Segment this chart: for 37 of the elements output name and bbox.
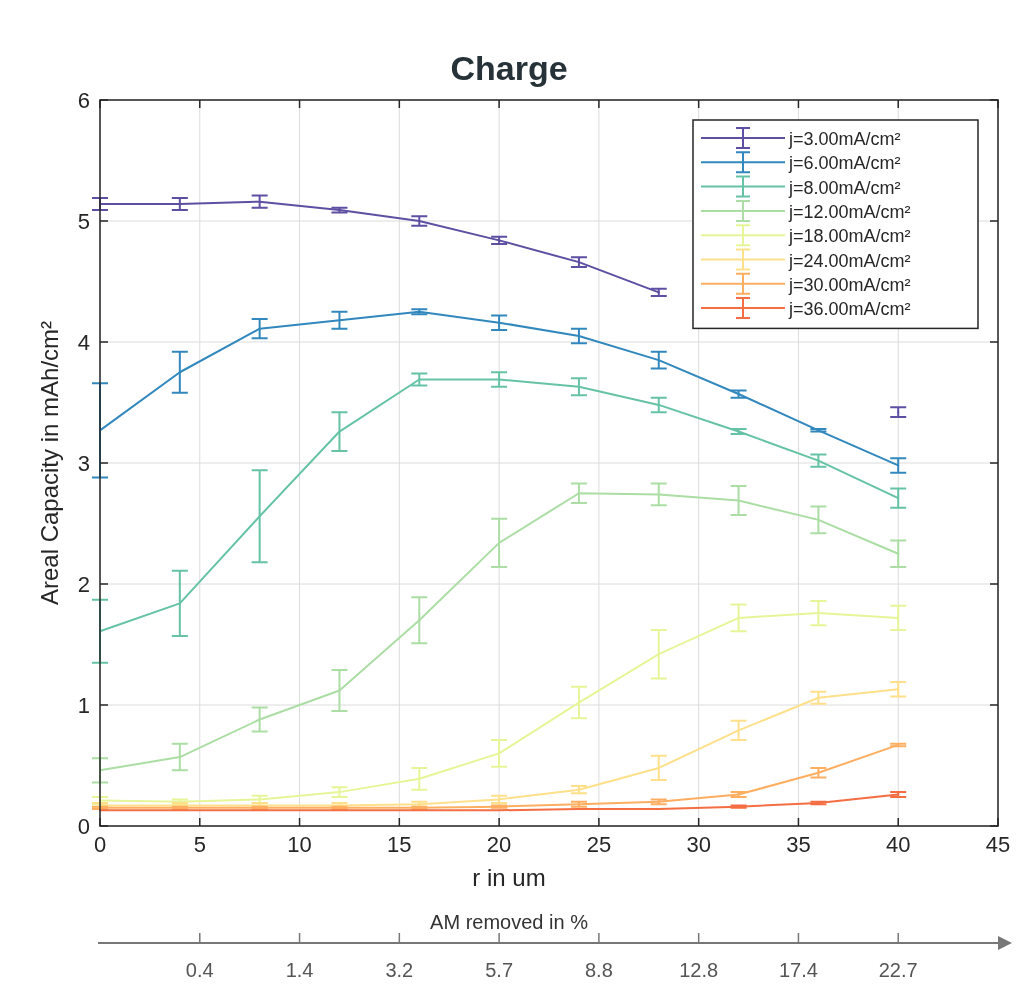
- x-tick-label: 10: [287, 832, 312, 857]
- text: 8.8: [584, 959, 613, 981]
- y-tick-label: 4: [77, 330, 90, 355]
- legend-label: j=8.00mA/cm²: [788, 177, 901, 198]
- x-tick-label: 5: [193, 832, 206, 857]
- y-tick-label: 6: [77, 88, 90, 113]
- text: 1.4: [285, 959, 314, 981]
- legend-label: j=3.00mA/cm²: [788, 129, 901, 149]
- y-axis-title: Areal Capacity in mAh/cm²: [36, 320, 63, 606]
- legend-label: j=24.00mA/cm²: [788, 250, 911, 271]
- legend-label: j=18.00mA/cm²: [788, 226, 911, 247]
- legend-label: j=36.00mA/cm²: [788, 299, 911, 320]
- legend-label: j=12.00mA/cm²: [788, 201, 911, 222]
- x-tick-label: 15: [387, 832, 412, 857]
- text: 12.8: [679, 959, 719, 981]
- text: 3.2: [385, 959, 414, 981]
- legend-label: j=6.00mA/cm²: [788, 153, 901, 174]
- y-tick-label: 3: [77, 451, 90, 476]
- x-tick-label: 45: [985, 832, 1011, 857]
- text: 22.7: [878, 959, 918, 981]
- x-tick-label: 35: [786, 832, 811, 857]
- y-tick-label: 0: [77, 814, 90, 839]
- text: AM removed in %: [430, 911, 589, 933]
- x-tick-label: 0: [93, 832, 107, 857]
- x-axis-title: r in um: [472, 864, 546, 891]
- x-tick-label: 30: [686, 832, 711, 857]
- x-tick-label: 40: [885, 832, 911, 857]
- text: 17.4: [778, 959, 818, 981]
- x-tick-label: 20: [486, 832, 512, 857]
- text: 5.7: [485, 959, 514, 981]
- text: 0.4: [185, 959, 214, 981]
- y-tick-label: 1: [77, 693, 90, 718]
- legend-label: j=30.00mA/cm²: [788, 274, 911, 295]
- y-tick-label: 2: [77, 572, 90, 597]
- y-tick-label: 5: [77, 209, 90, 234]
- chart-title: Charge: [450, 49, 568, 87]
- x-tick-label: 25: [586, 832, 612, 857]
